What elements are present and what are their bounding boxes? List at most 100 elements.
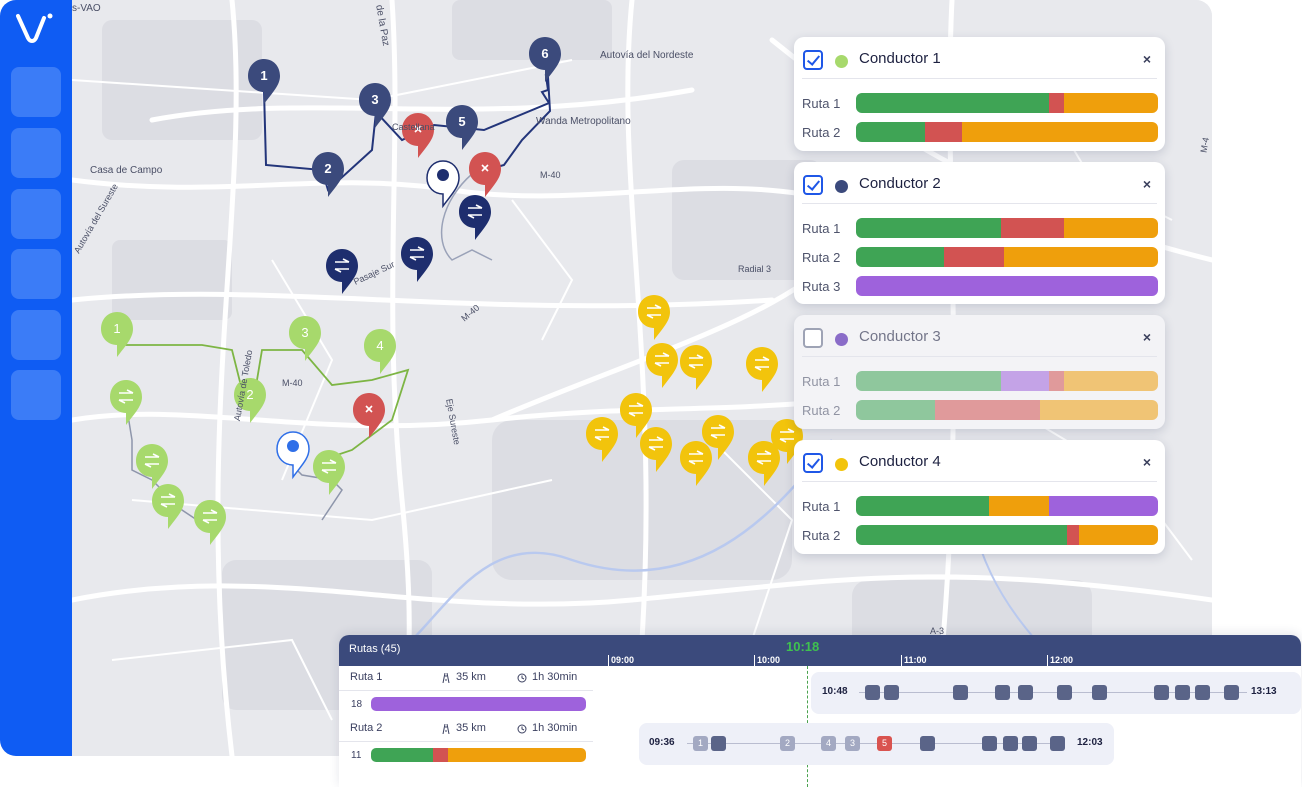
conductor-checkbox[interactable] [803, 175, 823, 195]
timeline-stop[interactable] [953, 685, 968, 700]
conductor-card-4: Conductor 4 × Ruta 1 Ruta 2 [794, 440, 1165, 554]
bar-segment [1003, 247, 1158, 267]
timeline-route-distance: 35 km [456, 722, 486, 734]
timeline-stop[interactable]: 1 [693, 736, 708, 751]
route-label: Ruta 2 [802, 528, 841, 543]
timeline-stop[interactable] [920, 736, 935, 751]
route-progress-bar[interactable] [856, 122, 1158, 142]
route-row[interactable]: Ruta 3 [794, 272, 1165, 301]
conductor-name: Conductor 3 [859, 328, 941, 345]
route-progress-bar[interactable] [856, 525, 1158, 545]
timeline-route-bar[interactable] [371, 697, 586, 711]
close-icon[interactable]: × [1142, 329, 1151, 345]
route-row[interactable]: Ruta 1 [794, 367, 1165, 396]
bar-segment [1064, 218, 1158, 238]
timeline-stop[interactable] [995, 685, 1010, 700]
navy-pin-label: 2 [324, 161, 331, 176]
timeline-route-duration: 1h 30min [532, 722, 578, 734]
route-label: Ruta 2 [802, 125, 841, 140]
bar-segment [856, 525, 1068, 545]
bar-segment [1049, 496, 1158, 516]
close-icon[interactable]: × [1142, 454, 1151, 470]
sidebar-button-6[interactable] [11, 370, 61, 420]
sidebar-button-3[interactable] [11, 189, 61, 239]
bar-segment [1067, 525, 1080, 545]
timeline-stop[interactable] [982, 736, 997, 751]
timeline-tick-label: 11:00 [904, 655, 927, 665]
close-icon[interactable]: × [1142, 176, 1151, 192]
timeline-stop[interactable] [711, 736, 726, 751]
timeline-stop[interactable] [865, 685, 880, 700]
timeline-stop[interactable]: 3 [845, 736, 860, 751]
route-row[interactable]: Ruta 1 [794, 492, 1165, 521]
bar-segment [371, 748, 434, 762]
conductor-checkbox[interactable] [803, 328, 823, 348]
sidebar-button-4[interactable] [11, 249, 61, 299]
route-label: Ruta 1 [802, 499, 841, 514]
timeline-lane-1[interactable]: 10:48 13:13 [811, 672, 1301, 714]
route-row[interactable]: Ruta 2 [794, 521, 1165, 550]
map-label-castellana: Castellana [392, 122, 435, 132]
timeline-header: Rutas (45) 09:00 10:00 11:00 12:00 10:18 [339, 635, 1301, 666]
close-icon[interactable]: × [1142, 51, 1151, 67]
conductor-card-2: Conductor 2 × Ruta 1 Ruta 2 Ruta 3 [794, 162, 1165, 304]
timeline-stop[interactable] [1018, 685, 1033, 700]
timeline-tick-label: 09:00 [611, 655, 635, 665]
conductor-color-dot [835, 458, 848, 471]
bar-segment [856, 371, 1001, 391]
timeline-stop[interactable]: 2 [780, 736, 795, 751]
route-row[interactable]: Ruta 2 [794, 396, 1165, 425]
timeline-stop[interactable] [1175, 685, 1190, 700]
conductor-card-header: Conductor 1 × [802, 37, 1157, 79]
route-progress-bar[interactable] [856, 496, 1158, 516]
navy-pin-label: 1 [260, 68, 267, 83]
timeline-stop[interactable] [1092, 685, 1107, 700]
route-row[interactable]: Ruta 2 [794, 243, 1165, 272]
timeline-route-name: Ruta 1 [350, 671, 383, 683]
timeline-stop[interactable] [1154, 685, 1169, 700]
current-time-label: 10:18 [786, 639, 820, 654]
timeline-stop[interactable] [1050, 736, 1065, 751]
timeline-stop[interactable]: 4 [821, 736, 836, 751]
route-progress-bar[interactable] [856, 400, 1158, 420]
bar-segment [1000, 218, 1065, 238]
route-row[interactable]: Ruta 1 [794, 214, 1165, 243]
conductor-checkbox[interactable] [803, 453, 823, 473]
map-label-radial3: Radial 3 [738, 264, 772, 274]
map-label-m40-south: M-40 [282, 378, 303, 388]
conductor-checkbox[interactable] [803, 50, 823, 70]
sidebar [0, 0, 72, 756]
logo-icon[interactable] [14, 10, 54, 46]
route-label: Ruta 3 [802, 279, 841, 294]
bar-segment [856, 400, 935, 420]
bar-segment [988, 496, 1050, 516]
timeline-stop[interactable] [1003, 736, 1018, 751]
route-progress-bar[interactable] [856, 247, 1158, 267]
route-progress-bar[interactable] [856, 218, 1158, 238]
map-label-wanda: Wanda Metropolitano [536, 116, 631, 127]
route-progress-bar[interactable] [856, 93, 1158, 113]
route-row[interactable]: Ruta 1 [794, 89, 1165, 118]
timeline-stop[interactable] [1224, 685, 1239, 700]
timeline-route-count: 18 [351, 699, 363, 710]
timeline-stop[interactable] [884, 685, 899, 700]
sidebar-button-5[interactable] [11, 310, 61, 360]
road-icon [442, 673, 450, 683]
clock-icon [517, 673, 527, 683]
conductor-card-header: Conductor 4 × [802, 440, 1157, 482]
timeline-route-bar[interactable] [371, 748, 586, 762]
map-label-casa-de-campo: Casa de Campo [90, 165, 163, 176]
timeline-tick [754, 655, 755, 666]
route-progress-bar[interactable] [856, 371, 1158, 391]
timeline-lane-2[interactable]: 09:36 1 2 4 3 5 12:03 [639, 723, 1114, 765]
timeline-tick [901, 655, 902, 666]
route-progress-bar[interactable] [856, 276, 1158, 296]
route-row[interactable]: Ruta 2 [794, 118, 1165, 147]
timeline-stop[interactable] [1022, 736, 1037, 751]
timeline-stop[interactable] [1195, 685, 1210, 700]
sidebar-button-1[interactable] [11, 67, 61, 117]
sidebar-button-2[interactable] [11, 128, 61, 178]
timeline-stop[interactable] [1057, 685, 1072, 700]
bar-segment [856, 218, 1001, 238]
timeline-stop[interactable]: 5 [877, 736, 892, 751]
